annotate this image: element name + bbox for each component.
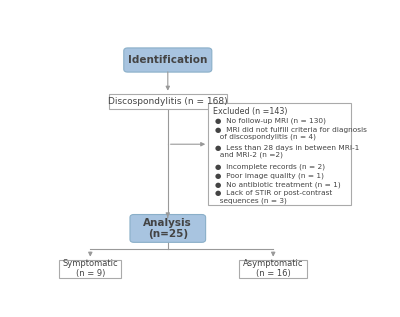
Text: ●  Less than 28 days in between MRI-1
  and MRI-2 (n =2): ● Less than 28 days in between MRI-1 and…: [215, 145, 360, 158]
Text: ●  Poor image quality (n = 1): ● Poor image quality (n = 1): [215, 172, 324, 179]
Text: Identification: Identification: [128, 55, 208, 65]
Text: Discospondylitis (n = 168): Discospondylitis (n = 168): [108, 97, 228, 106]
Text: ●  MRI did not fulfill criteria for diagnosis
  of discospondylitis (n = 4): ● MRI did not fulfill criteria for diagn…: [215, 126, 367, 140]
FancyBboxPatch shape: [124, 48, 212, 72]
Text: ●  No follow-up MRI (n = 130): ● No follow-up MRI (n = 130): [215, 117, 326, 124]
Bar: [59, 260, 121, 278]
Text: Asymptomatic
(n = 16): Asymptomatic (n = 16): [243, 259, 304, 278]
Text: Excluded (n =143): Excluded (n =143): [213, 107, 287, 116]
Bar: [109, 94, 227, 109]
Bar: [208, 103, 351, 205]
Bar: [239, 260, 307, 278]
Text: Symptomatic
(n = 9): Symptomatic (n = 9): [62, 259, 118, 278]
Text: Analysis
(n=25): Analysis (n=25): [144, 218, 192, 239]
FancyBboxPatch shape: [130, 215, 206, 242]
Text: ●  Lack of STIR or post-contrast
  sequences (n = 3): ● Lack of STIR or post-contrast sequence…: [215, 191, 332, 204]
Text: ●  No antibiotic treatment (n = 1): ● No antibiotic treatment (n = 1): [215, 181, 341, 188]
Text: ●  Incomplete records (n = 2): ● Incomplete records (n = 2): [215, 163, 325, 170]
